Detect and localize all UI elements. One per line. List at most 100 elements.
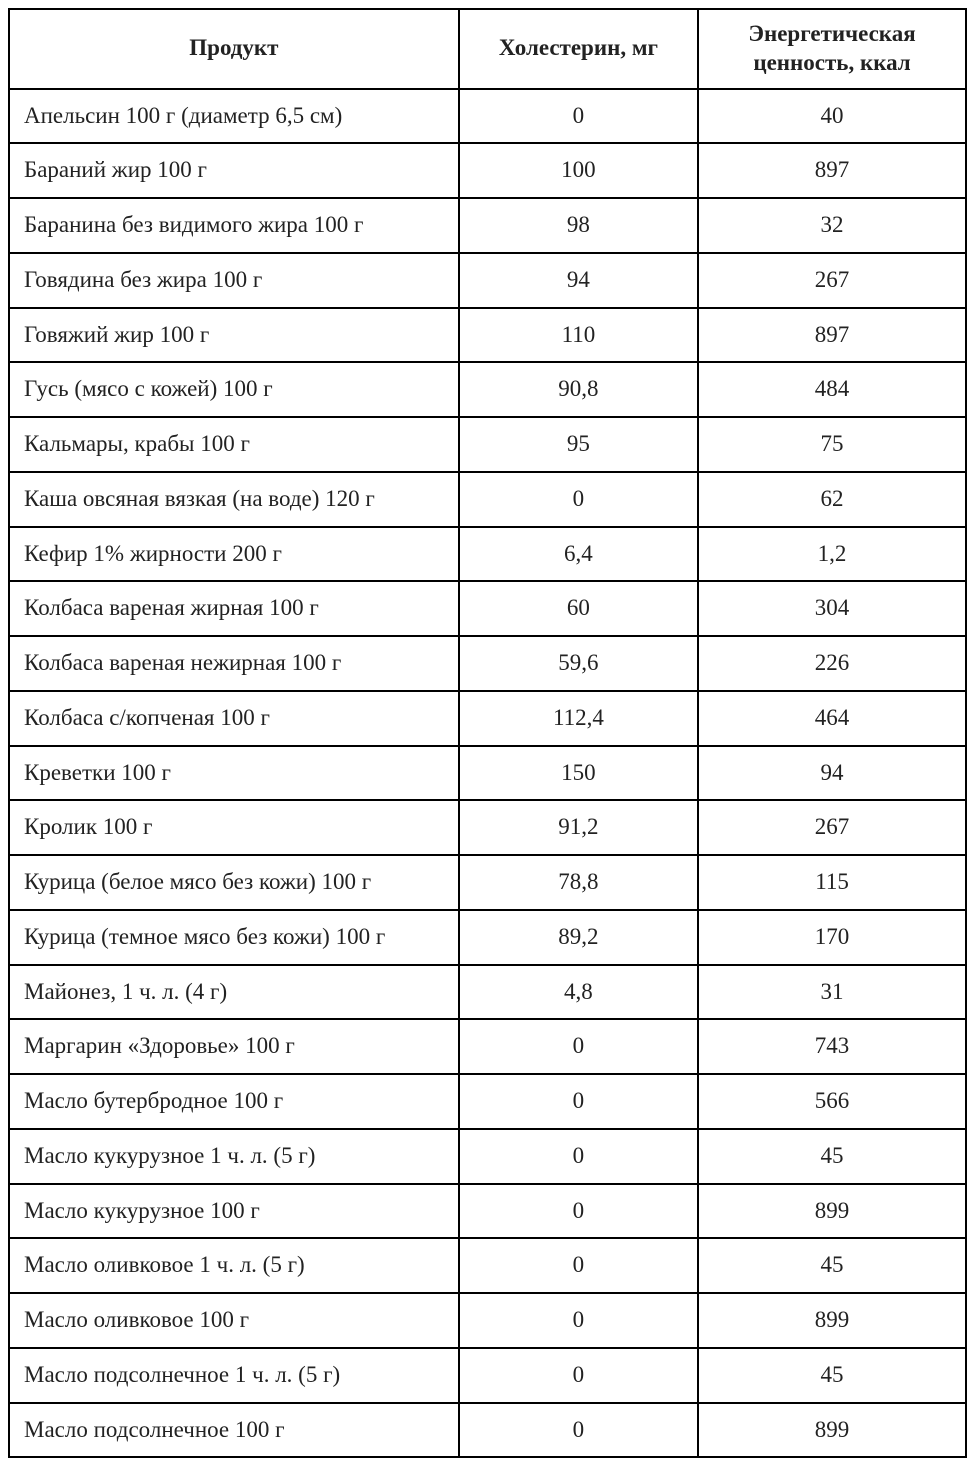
cell-cholesterol: 0 [459, 1348, 698, 1403]
cell-product: Колбаса вареная нежирная 100 г [9, 636, 459, 691]
cell-energy: 464 [698, 691, 966, 746]
cell-cholesterol: 98 [459, 198, 698, 253]
table-row: Масло кукурузное 1 ч. л. (5 г)045 [9, 1129, 966, 1184]
cell-cholesterol: 112,4 [459, 691, 698, 746]
cell-cholesterol: 0 [459, 472, 698, 527]
cell-energy: 267 [698, 253, 966, 308]
cell-energy: 40 [698, 89, 966, 144]
cell-energy: 45 [698, 1238, 966, 1293]
cell-energy: 899 [698, 1184, 966, 1239]
table-row: Каша овсяная вязкая (на воде) 120 г062 [9, 472, 966, 527]
table-row: Масло подсолнечное 100 г0899 [9, 1403, 966, 1458]
cell-cholesterol: 0 [459, 89, 698, 144]
cell-cholesterol: 110 [459, 308, 698, 363]
nutrition-table: Продукт Холестерин, мг Энергетическая це… [8, 8, 967, 1458]
cell-cholesterol: 91,2 [459, 800, 698, 855]
cell-energy: 897 [698, 143, 966, 198]
table-row: Майонез, 1 ч. л. (4 г)4,831 [9, 965, 966, 1020]
cell-energy: 94 [698, 746, 966, 801]
cell-product: Масло кукурузное 1 ч. л. (5 г) [9, 1129, 459, 1184]
cell-product: Колбаса с/копченая 100 г [9, 691, 459, 746]
cell-cholesterol: 95 [459, 417, 698, 472]
table-row: Курица (темное мясо без кожи) 100 г89,21… [9, 910, 966, 965]
cell-product: Креветки 100 г [9, 746, 459, 801]
cell-energy: 170 [698, 910, 966, 965]
cell-cholesterol: 89,2 [459, 910, 698, 965]
cell-energy: 31 [698, 965, 966, 1020]
table-row: Кальмары, крабы 100 г9575 [9, 417, 966, 472]
table-row: Баранина без видимого жира 100 г9832 [9, 198, 966, 253]
cell-product: Масло подсолнечное 1 ч. л. (5 г) [9, 1348, 459, 1403]
cell-cholesterol: 78,8 [459, 855, 698, 910]
cell-product: Масло кукурузное 100 г [9, 1184, 459, 1239]
cell-product: Кролик 100 г [9, 800, 459, 855]
cell-cholesterol: 59,6 [459, 636, 698, 691]
cell-product: Каша овсяная вязкая (на воде) 120 г [9, 472, 459, 527]
cell-cholesterol: 90,8 [459, 362, 698, 417]
cell-energy: 226 [698, 636, 966, 691]
cell-cholesterol: 6,4 [459, 527, 698, 582]
cell-energy: 1,2 [698, 527, 966, 582]
cell-energy: 897 [698, 308, 966, 363]
cell-cholesterol: 4,8 [459, 965, 698, 1020]
cell-product: Майонез, 1 ч. л. (4 г) [9, 965, 459, 1020]
col-header-product: Продукт [9, 9, 459, 89]
cell-energy: 566 [698, 1074, 966, 1129]
col-header-cholesterol: Холестерин, мг [459, 9, 698, 89]
cell-product: Баранина без видимого жира 100 г [9, 198, 459, 253]
cell-product: Масло подсолнечное 100 г [9, 1403, 459, 1458]
table-row: Кролик 100 г91,2267 [9, 800, 966, 855]
cell-cholesterol: 150 [459, 746, 698, 801]
cell-energy: 899 [698, 1403, 966, 1458]
table-row: Колбаса вареная нежирная 100 г59,6226 [9, 636, 966, 691]
cell-energy: 267 [698, 800, 966, 855]
cell-energy: 45 [698, 1129, 966, 1184]
page-wrapper: Продукт Холестерин, мг Энергетическая це… [0, 0, 975, 1466]
cell-product: Маргарин «Здоровье» 100 г [9, 1019, 459, 1074]
cell-cholesterol: 0 [459, 1184, 698, 1239]
table-head: Продукт Холестерин, мг Энергетическая це… [9, 9, 966, 89]
cell-energy: 62 [698, 472, 966, 527]
cell-product: Апельсин 100 г (диаметр 6,5 см) [9, 89, 459, 144]
cell-cholesterol: 0 [459, 1403, 698, 1458]
table-row: Масло оливковое 1 ч. л. (5 г)045 [9, 1238, 966, 1293]
table-row: Колбаса с/копченая 100 г112,4464 [9, 691, 966, 746]
cell-product: Масло оливковое 1 ч. л. (5 г) [9, 1238, 459, 1293]
cell-energy: 75 [698, 417, 966, 472]
table-row: Масло оливковое 100 г0899 [9, 1293, 966, 1348]
table-row: Колбаса вареная жирная 100 г60304 [9, 581, 966, 636]
cell-product: Гусь (мясо с кожей) 100 г [9, 362, 459, 417]
cell-energy: 32 [698, 198, 966, 253]
table-row: Бараний жир 100 г100897 [9, 143, 966, 198]
cell-cholesterol: 60 [459, 581, 698, 636]
cell-energy: 45 [698, 1348, 966, 1403]
table-row: Гусь (мясо с кожей) 100 г90,8484 [9, 362, 966, 417]
table-row: Говядина без жира 100 г94267 [9, 253, 966, 308]
cell-cholesterol: 0 [459, 1019, 698, 1074]
cell-product: Курица (темное мясо без кожи) 100 г [9, 910, 459, 965]
table-row: Маргарин «Здоровье» 100 г0743 [9, 1019, 966, 1074]
table-row: Апельсин 100 г (диаметр 6,5 см)040 [9, 89, 966, 144]
cell-product: Масло бутербродное 100 г [9, 1074, 459, 1129]
table-row: Масло бутербродное 100 г0566 [9, 1074, 966, 1129]
col-header-energy: Энергетическая ценность, ккал [698, 9, 966, 89]
cell-product: Масло оливковое 100 г [9, 1293, 459, 1348]
cell-cholesterol: 0 [459, 1074, 698, 1129]
table-row: Кефир 1% жирности 200 г6,41,2 [9, 527, 966, 582]
table-row: Креветки 100 г15094 [9, 746, 966, 801]
table-row: Говяжий жир 100 г110897 [9, 308, 966, 363]
cell-cholesterol: 0 [459, 1129, 698, 1184]
table-body: Апельсин 100 г (диаметр 6,5 см)040Барани… [9, 89, 966, 1458]
cell-product: Колбаса вареная жирная 100 г [9, 581, 459, 636]
table-row: Курица (белое мясо без кожи) 100 г78,811… [9, 855, 966, 910]
cell-product: Говядина без жира 100 г [9, 253, 459, 308]
cell-energy: 115 [698, 855, 966, 910]
cell-energy: 304 [698, 581, 966, 636]
cell-product: Бараний жир 100 г [9, 143, 459, 198]
cell-cholesterol: 94 [459, 253, 698, 308]
table-row: Масло подсолнечное 1 ч. л. (5 г)045 [9, 1348, 966, 1403]
cell-cholesterol: 100 [459, 143, 698, 198]
cell-energy: 743 [698, 1019, 966, 1074]
table-row: Масло кукурузное 100 г0899 [9, 1184, 966, 1239]
cell-product: Говяжий жир 100 г [9, 308, 459, 363]
